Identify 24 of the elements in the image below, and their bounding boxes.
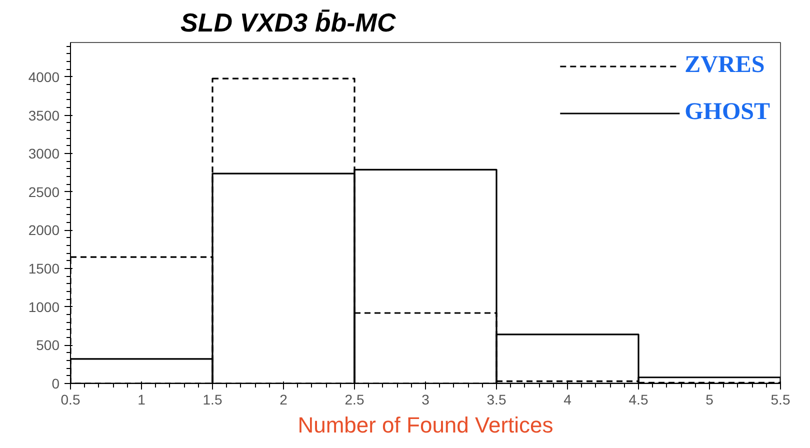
y-tick-label: 1000 <box>28 298 60 315</box>
chart-title: SLD VXD3 b̄b-MC <box>180 8 397 38</box>
y-tick-label: 4000 <box>28 68 60 85</box>
legend-label: ZVRES <box>684 52 765 79</box>
x-tick-label: 2 <box>280 392 288 408</box>
y-tick-label: 2000 <box>28 222 60 238</box>
x-tick-label: 1.5 <box>202 392 222 408</box>
x-axis-title: Number of Found Vertices <box>298 412 554 438</box>
x-tick-label: 3 <box>422 392 430 408</box>
y-tick-label: 3000 <box>28 146 60 162</box>
x-tick-label: 5 <box>706 392 714 408</box>
y-tick-label: 1500 <box>28 260 60 277</box>
x-tick-label: 3.5 <box>486 392 506 408</box>
x-tick-label: 2.5 <box>344 392 364 408</box>
x-tick-label: 4 <box>564 392 572 408</box>
y-tick-label: 500 <box>36 337 60 354</box>
x-tick-label: 0.5 <box>60 392 80 408</box>
x-tick-label: 4.5 <box>628 392 648 408</box>
y-tick-label: 2500 <box>28 184 60 200</box>
x-tick-label: 5.5 <box>770 392 790 408</box>
y-tick-label: 0 <box>52 376 60 392</box>
x-tick-label: 1 <box>138 392 146 408</box>
y-tick-label: 3500 <box>28 107 60 124</box>
legend-label: GHOST <box>684 99 770 126</box>
